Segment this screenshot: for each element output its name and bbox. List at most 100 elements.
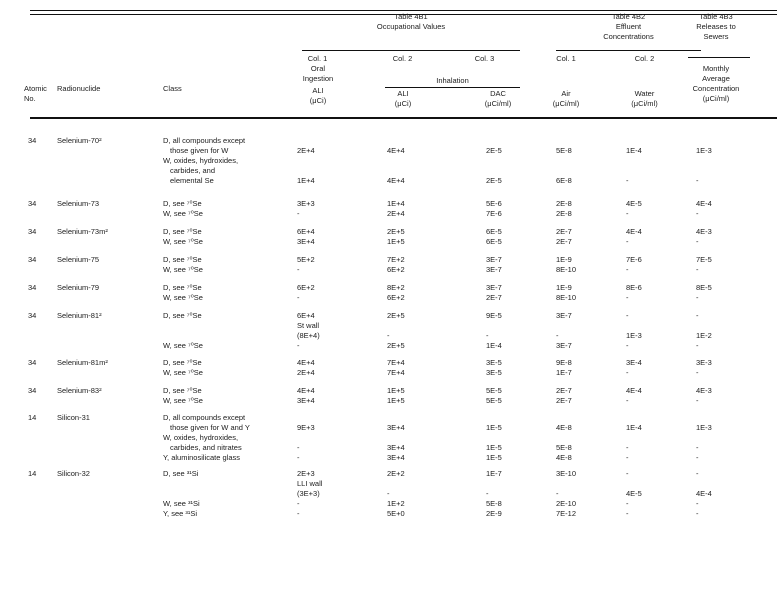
oral-ali-value: LLI wall	[297, 479, 323, 488]
inhalation-ali-value: 7E+4	[387, 358, 405, 367]
water-effluent-value: -	[626, 176, 629, 185]
water-effluent-value: 4E-4	[626, 386, 642, 395]
oral-ali-value: -	[297, 509, 300, 518]
water-effluent-value: -	[626, 209, 629, 218]
air-effluent-value: 3E-10	[556, 469, 577, 478]
t4b3-underline	[688, 57, 750, 58]
dac-header-line2: (μCi/ml)	[484, 99, 512, 108]
class-cell: D, see ⁷⁰Se	[163, 311, 202, 320]
oral-ali-value: (3E+3)	[297, 489, 320, 498]
oral-ali-value: -	[297, 209, 300, 218]
radionuclide-header: Radionuclide	[57, 84, 101, 93]
water-effluent-value: -	[626, 237, 629, 246]
sewer-release-value: 3E-3	[696, 358, 712, 367]
monthly-header-line2: Average	[702, 74, 730, 83]
sewer-release-value: 4E-3	[696, 227, 712, 236]
inhalation-ali-value: 8E+2	[387, 283, 405, 292]
water-effluent-value: -	[626, 368, 629, 377]
sewer-release-value: -	[696, 311, 699, 320]
oral-ali-value: 4E+4	[297, 386, 315, 395]
t4b3-title-line1: Table 4B3	[699, 12, 733, 21]
oral-header-line4: (μCi)	[309, 96, 327, 105]
radionuclide-cell: Silicon-32	[57, 469, 90, 478]
dac-value: 2E-7	[486, 293, 502, 302]
water-effluent-value: 4E-4	[626, 227, 642, 236]
oral-ali-value: -	[297, 443, 300, 452]
dac-value: -	[486, 489, 489, 498]
inhalation-ali-value: 4E+4	[387, 146, 405, 155]
air-effluent-value: 5E-8	[556, 443, 572, 452]
dac-value: 5E-6	[486, 199, 502, 208]
air-effluent-value: 4E-8	[556, 423, 572, 432]
water-effluent-value: 7E-6	[626, 255, 642, 264]
air-header-line2: (μCi/ml)	[552, 99, 580, 108]
inhalation-ali-value: 1E+5	[387, 396, 405, 405]
water-effluent-value: 1E-3	[626, 331, 642, 340]
class-cell: W, see ³¹Si	[163, 499, 200, 508]
water-effluent-value: -	[626, 509, 629, 518]
dac-value: 1E-7	[486, 469, 502, 478]
inhalation-header: Inhalation	[436, 76, 469, 85]
dac-value: 3E-7	[486, 255, 502, 264]
t4b2-col2-label: Col. 2	[634, 54, 655, 63]
water-effluent-value: -	[626, 293, 629, 302]
inhalation-ali-value: 6E+2	[387, 293, 405, 302]
oral-ali-value: 3E+4	[297, 237, 315, 246]
inhalation-ali-value: 2E+2	[387, 469, 405, 478]
air-effluent-value: 7E-12	[556, 509, 577, 518]
inhalation-ali-value: 7E+4	[387, 368, 405, 377]
class-cell: D, see ⁷⁰Se	[163, 255, 202, 264]
t4b2-col1-label: Col. 1	[556, 54, 576, 63]
air-effluent-value: 1E-7	[556, 368, 572, 377]
class-cell: W, see ⁷⁰Se	[163, 341, 203, 350]
header-bottom-rule	[30, 117, 777, 119]
oral-ali-value: 1E+4	[297, 176, 315, 185]
oral-ali-value: 6E+4	[297, 227, 315, 236]
class-cell: D, see ⁷⁰Se	[163, 358, 202, 367]
oral-ali-value: 5E+2	[297, 255, 315, 264]
air-effluent-value: 3E-7	[556, 341, 572, 350]
class-cell: D, see ⁷⁰Se	[163, 386, 202, 395]
air-effluent-value: 6E-8	[556, 176, 572, 185]
t4b3-title-line2: Releases to	[696, 22, 736, 31]
sewer-release-value: 8E-5	[696, 283, 712, 292]
class-cell: elemental Se	[170, 176, 214, 185]
inh-ali-header-line2: (μCi)	[394, 99, 412, 108]
dac-value: 1E-4	[486, 341, 502, 350]
water-effluent-value: -	[626, 396, 629, 405]
class-cell: D, see ⁷⁰Se	[163, 227, 202, 236]
oral-ali-value: 4E+4	[297, 358, 315, 367]
t4b3-title-line3: Sewers	[703, 32, 729, 41]
sewer-release-value: -	[696, 237, 699, 246]
oral-ali-value: -	[297, 265, 300, 274]
water-effluent-value: 3E-4	[626, 358, 642, 367]
inhalation-ali-value: 6E+2	[387, 265, 405, 274]
radionuclide-cell: Selenium-70²	[57, 136, 102, 145]
sewer-release-value: -	[696, 469, 699, 478]
water-effluent-value: -	[626, 469, 629, 478]
inhalation-ali-value: 7E+2	[387, 255, 405, 264]
dac-value: 3E-5	[486, 358, 502, 367]
air-effluent-value: 1E-9	[556, 283, 572, 292]
t4b1-col3-label: Col. 3	[474, 54, 495, 63]
inhalation-ali-value: 2E+5	[387, 341, 405, 350]
dac-value: 5E-5	[486, 396, 502, 405]
sewer-release-value: 4E-4	[696, 489, 712, 498]
sewer-release-value: -	[696, 509, 699, 518]
dac-value: 2E-5	[486, 176, 502, 185]
t4b1-title-line2: Occupational Values	[376, 22, 446, 31]
sewer-release-value: -	[696, 176, 699, 185]
air-effluent-value: -	[556, 331, 559, 340]
radionuclide-cell: Selenium-73m²	[57, 227, 108, 236]
oral-header-line1: Oral	[310, 64, 326, 73]
sewer-release-value: 1E-2	[696, 331, 712, 340]
atomic-no-cell: 14	[28, 469, 37, 478]
dac-value: 1E-5	[486, 443, 502, 452]
atomic-no-cell: 34	[28, 136, 37, 145]
atomic-no-cell: 34	[28, 386, 37, 395]
sewer-release-value: 7E-5	[696, 255, 712, 264]
dac-value: 7E-6	[486, 209, 502, 218]
radionuclide-cell: Selenium-81²	[57, 311, 102, 320]
dac-value: 5E-5	[486, 386, 502, 395]
oral-ali-value: -	[297, 341, 300, 350]
